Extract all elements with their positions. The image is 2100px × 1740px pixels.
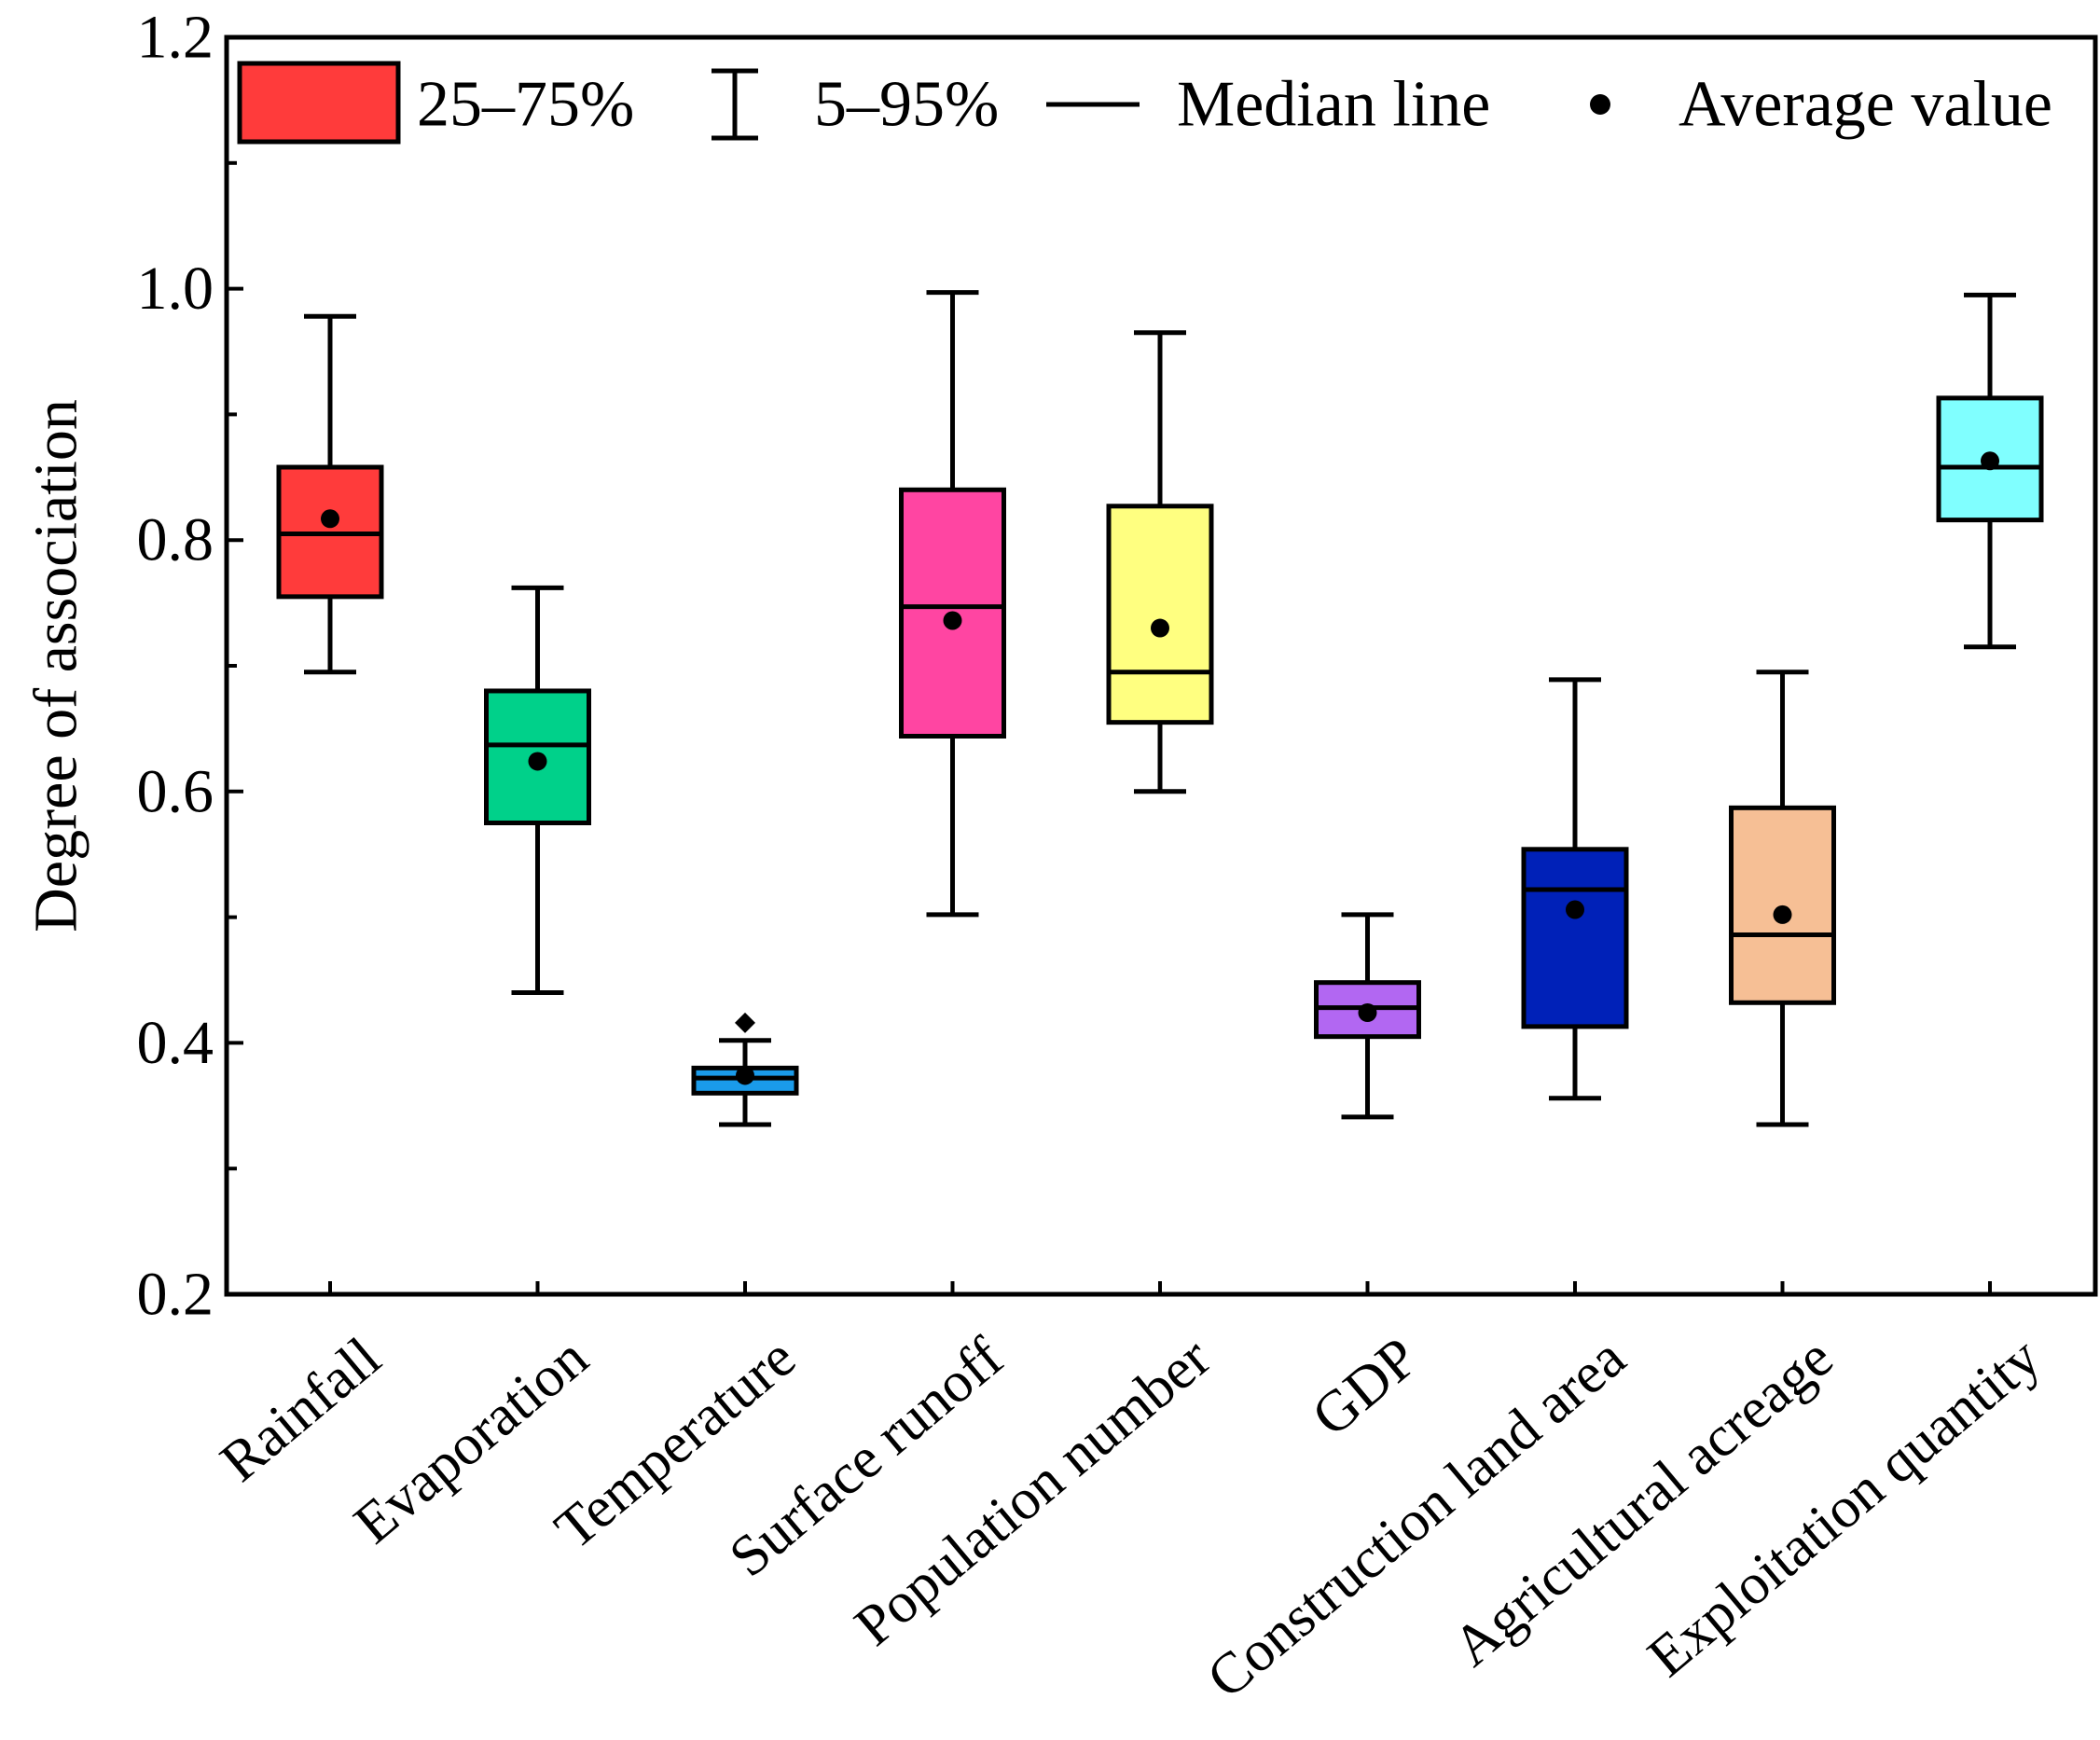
mean-point: [736, 1066, 754, 1085]
legend-label-whisker: 5–95%: [814, 69, 999, 141]
mean-point: [1981, 451, 1999, 471]
box-surface-runoff: [899, 290, 1006, 918]
x-tick-label: Rainfall: [209, 1326, 393, 1494]
outlier-point: [735, 1012, 755, 1033]
mean-point: [321, 509, 339, 529]
iqr-box: [1521, 847, 1629, 1029]
mean-point: [1773, 905, 1792, 924]
mean-point: [1566, 900, 1584, 919]
box-evaporation: [484, 585, 591, 995]
box-gdp: [1314, 912, 1421, 1120]
legend-box-swatch: [237, 61, 401, 145]
mean-point: [1358, 1003, 1377, 1023]
y-tick-label: 0.8: [137, 506, 214, 574]
box-population-number: [1106, 330, 1214, 794]
mean-point: [943, 611, 962, 630]
mean-point: [1151, 618, 1169, 638]
y-tick-label: 0.2: [137, 1261, 214, 1329]
iqr-box: [1729, 805, 1836, 1005]
x-tick-label: Agricultural acreage: [1442, 1326, 1845, 1678]
y-tick-label: 0.4: [137, 1009, 214, 1077]
x-tick-label: GDP: [1301, 1326, 1430, 1449]
mean-point: [528, 752, 547, 771]
plot-area: [276, 290, 2044, 1127]
legend-label-median: Median line: [1177, 69, 1490, 141]
y-tick-label: 0.6: [137, 757, 214, 825]
x-tick-label: Exploitation quantity: [1637, 1326, 2052, 1690]
box-temperature: [691, 1012, 799, 1127]
iqr-box: [1106, 504, 1214, 725]
legend-label-box: 25–75%: [417, 69, 634, 141]
box-construction-land-area: [1521, 677, 1629, 1101]
legend-mean-dot: [1590, 94, 1610, 115]
y-tick-label: 1.2: [137, 4, 214, 72]
x-tick-label: Population number: [843, 1326, 1223, 1659]
y-tick-label: 1.0: [137, 255, 214, 323]
y-axis-title: Degree of association: [22, 399, 90, 932]
box-agricultural-acreage: [1729, 670, 1836, 1127]
legend-label-mean: Average value: [1679, 69, 2052, 141]
box-rainfall: [276, 313, 384, 675]
legend: 25–75% 5–95% Median line Average value: [237, 61, 2052, 145]
box-exploitation-quantity: [1936, 292, 2044, 650]
